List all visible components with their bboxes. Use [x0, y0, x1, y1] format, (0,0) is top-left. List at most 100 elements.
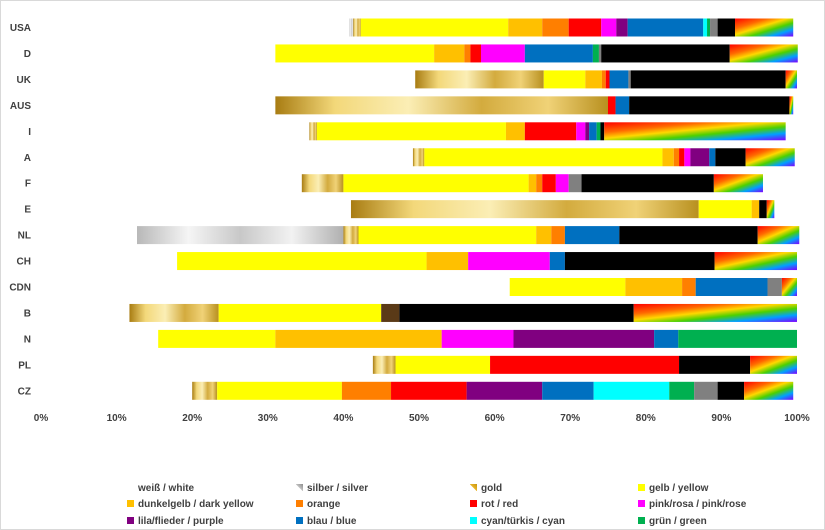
- bar-e-schwarz-black: [759, 200, 767, 219]
- category-label-aus: AUS: [10, 101, 31, 112]
- x-tick-30-3: 30%: [258, 413, 278, 424]
- bar-cdn-bunt-multicolour: [781, 278, 797, 296]
- bar-uk-wei-white: [41, 70, 416, 89]
- bar-pl-gelb-yellow: [395, 355, 491, 374]
- legend-swatch-orange: [296, 500, 303, 507]
- bar-n-pink-rosa-pink-rose: [441, 329, 514, 348]
- bar-uk-orange: [601, 70, 606, 89]
- bar-aus-wei-white: [41, 96, 276, 115]
- bar-usa-grau-grey: [710, 18, 718, 37]
- bar-uk-gold: [415, 70, 544, 89]
- category-label-nl: NL: [18, 231, 31, 242]
- bar-a-blau-blue: [709, 148, 716, 167]
- bar-nl-gelb-yellow: [358, 226, 537, 245]
- bar-b-gold: [129, 303, 219, 322]
- bar-f-rot-red: [542, 174, 556, 193]
- bar-i-gold: [309, 122, 317, 141]
- bar-f-gelb-yellow: [343, 174, 529, 193]
- category-label-pl: PL: [18, 360, 31, 371]
- bar-usa-rot-red: [568, 18, 602, 37]
- category-label-cz: CZ: [18, 386, 31, 397]
- bar-f-orange: [536, 174, 543, 193]
- x-tick-70-7: 70%: [560, 413, 580, 424]
- category-label-f: F: [25, 179, 31, 190]
- category-label-i: I: [28, 127, 31, 138]
- bar-i-blau-blue: [589, 122, 597, 141]
- legend-label-gelb-yellow: gelb / yellow: [649, 483, 709, 494]
- bar-cdn-gelb-yellow: [509, 278, 626, 296]
- bar-segments: [41, 18, 800, 400]
- bar-ch-wei-white: [41, 252, 178, 271]
- legend-label-wei-white: weiß / white: [137, 483, 195, 494]
- bar-usa-gr-n-green: [707, 18, 711, 37]
- bar-a-gold: [412, 148, 425, 167]
- bar-cdn-wei-white: [41, 278, 510, 296]
- category-labels: USA D UK AUS I A F E NL CH CDN B N PL CZ: [9, 23, 31, 397]
- bar-a-orange: [673, 148, 680, 167]
- legend-label-gold: gold: [481, 483, 502, 494]
- category-label-n: N: [24, 334, 31, 345]
- legend-swatch-silber-silver: [296, 484, 303, 491]
- x-tick-80-8: 80%: [636, 413, 656, 424]
- bar-nl-dunkelgelb-dark-yellow: [536, 226, 552, 245]
- bar-cz-rot-red: [391, 381, 467, 400]
- category-label-cdn: CDN: [9, 283, 31, 294]
- bar-cz-wei-white: [41, 381, 193, 400]
- bar-cz-lila-flieder-purple: [466, 381, 543, 400]
- bar-a-dunkelgelb-dark-yellow: [662, 148, 674, 167]
- bar-usa-wei-white: [41, 18, 350, 37]
- bar-nl-orange: [551, 226, 565, 245]
- category-label-usa: USA: [10, 23, 31, 34]
- legend-swatch-lila-flieder-purple: [127, 517, 134, 524]
- bar-nl-schwarz-black: [619, 226, 758, 245]
- bar-usa-silber-silver: [349, 18, 354, 37]
- bar-f-wei-white: [41, 174, 302, 193]
- bar-cdn-grau-grey: [767, 278, 782, 296]
- bar-b-schwarz-black: [399, 303, 634, 322]
- bar-f-schwarz-black: [581, 174, 714, 193]
- bar-i-dunkelgelb-dark-yellow: [505, 122, 525, 141]
- legend-label-rot-red: rot / red: [481, 499, 518, 510]
- bar-b-wei-white: [41, 303, 130, 322]
- bar-i-gelb-yellow: [316, 122, 506, 141]
- x-tick-60-6: 60%: [485, 413, 505, 424]
- legend-label-pink-rosa-pink-rose: pink/rosa / pink/rose: [649, 499, 747, 510]
- bar-i-bunt-multicolour: [604, 122, 786, 141]
- bar-e-gold: [350, 200, 699, 219]
- bar-a-wei-white: [41, 148, 413, 167]
- bar-a-schwarz-black: [715, 148, 746, 167]
- bar-i-pink-rosa-pink-rose: [576, 122, 586, 141]
- category-label-e: E: [24, 205, 31, 216]
- bar-usa-schwarz-black: [717, 18, 736, 37]
- bar-e-gelb-yellow: [698, 200, 752, 219]
- bar-cz-cyan-t-rkis-cyan: [593, 381, 670, 400]
- bar-b-bunt-multicolour: [633, 303, 797, 322]
- bar-uk-gelb-yellow: [543, 70, 586, 89]
- bar-usa-gold: [353, 18, 361, 37]
- bar-cz-gr-n-green: [669, 381, 695, 400]
- legend-swatch-gold: [470, 484, 477, 491]
- bar-cz-grau-grey: [694, 381, 718, 400]
- x-tick-100-10: 100%: [784, 413, 810, 424]
- bar-a-rot-red: [679, 148, 685, 167]
- bar-aus-gold: [275, 96, 608, 115]
- bar-nl-blau-blue: [564, 226, 620, 245]
- bar-aus-bunt-multicolour: [789, 96, 794, 115]
- bar-a-bunt-multicolour: [745, 148, 795, 167]
- bar-pl-rot-red: [490, 355, 680, 374]
- legend: weiß / white silber / silver gold gelb / ye…: [127, 483, 747, 527]
- bar-usa-bunt-multicolour: [735, 18, 794, 37]
- bar-n-dunkelgelb-dark-yellow: [275, 329, 442, 348]
- bar-pl-schwarz-black: [679, 355, 751, 374]
- bar-i-wei-white: [41, 122, 310, 141]
- x-axis-ticks: 0% 10% 20% 30% 40% 50% 60% 70% 80% 90% 100%: [34, 413, 810, 424]
- bar-uk-schwarz-black: [630, 70, 786, 89]
- legend-label-lila-flieder-purple: lila/flieder / purple: [138, 516, 224, 527]
- bar-cz-bunt-multicolour: [744, 381, 794, 400]
- bar-uk-bunt-multicolour: [785, 70, 797, 89]
- bar-d-pink-rosa-pink-rose: [480, 44, 525, 63]
- bar-i-rot-red: [524, 122, 577, 141]
- bar-f-gold: [301, 174, 344, 193]
- bar-e-bunt-multicolour: [766, 200, 775, 219]
